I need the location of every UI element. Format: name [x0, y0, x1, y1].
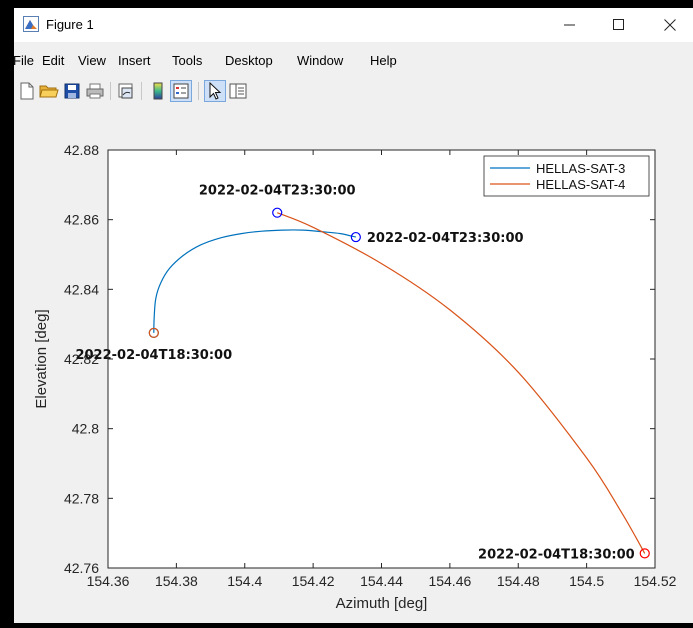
datatip-label: 2022-02-04T23:30:00 — [367, 231, 524, 246]
save-icon[interactable] — [61, 80, 83, 102]
y-tick-label: 42.88 — [64, 142, 99, 158]
datatip-label: 2022-02-04T18:30:00 — [478, 547, 635, 562]
menu-tools[interactable]: Tools — [172, 53, 203, 68]
x-tick-label: 154.4 — [227, 573, 262, 589]
open-file-icon[interactable] — [38, 80, 60, 102]
x-tick-label: 154.36 — [87, 573, 130, 589]
y-tick-label: 42.84 — [64, 281, 99, 297]
data-marker[interactable] — [350, 231, 361, 243]
x-tick-label: 154.5 — [569, 573, 604, 589]
print-icon[interactable] — [84, 80, 106, 102]
x-tick-label: 154.52 — [634, 573, 677, 589]
menu-help[interactable]: Help — [370, 53, 397, 68]
y-axis-label: Elevation [deg] — [33, 309, 50, 408]
datatip-label: 2022-02-04T23:30:00 — [199, 184, 356, 199]
minimize-button[interactable] — [547, 8, 593, 42]
x-tick-label: 154.38 — [155, 573, 198, 589]
legend-entry-label: HELLAS-SAT-3 — [536, 161, 625, 176]
title-bar: Figure 1 — [14, 8, 693, 42]
plot-svg[interactable]: 154.36 154.38 154.4 154.42 154.44 154.46 154.4… — [14, 110, 693, 623]
y-tick-label: 42.8 — [72, 421, 99, 437]
menu-view[interactable]: View — [78, 53, 106, 68]
menu-desktop[interactable]: Desktop — [225, 53, 273, 68]
toolbar — [14, 78, 693, 108]
legend-entry-label: HELLAS-SAT-4 — [536, 177, 625, 192]
link-plot-icon[interactable] — [115, 80, 137, 102]
data-marker[interactable] — [148, 327, 159, 338]
menu-edit[interactable]: Edit — [42, 53, 65, 68]
pointer-icon[interactable] — [204, 80, 226, 102]
x-tick-label: 154.48 — [497, 573, 540, 589]
y-tick-label: 42.76 — [64, 560, 99, 576]
series-line-1[interactable] — [153, 229, 357, 333]
data-marker[interactable] — [639, 548, 650, 559]
x-tick-label: 154.42 — [292, 573, 335, 589]
toolbar-separator — [141, 82, 142, 100]
y-tick-label: 42.78 — [64, 490, 99, 506]
legend-icon[interactable] — [170, 80, 192, 102]
menu-file[interactable]: File — [13, 53, 34, 68]
toolbar-separator — [110, 82, 111, 100]
x-axis-label: Azimuth [deg] — [336, 595, 428, 612]
figure-window: Figure 1 File Edit View Insert Tools Des… — [13, 8, 693, 623]
datatip-label: 2022-02-04T18:30:00 — [75, 348, 232, 363]
axes-area[interactable] — [108, 150, 655, 568]
figure-canvas: 154.36 154.38 154.4 154.42 154.44 154.46 154.4… — [14, 110, 693, 623]
data-marker[interactable] — [272, 207, 283, 218]
menu-window[interactable]: Window — [297, 53, 344, 68]
matlab-figure-icon — [23, 16, 39, 32]
close-button[interactable] — [647, 8, 693, 42]
x-tick-label: 154.44 — [360, 573, 403, 589]
window-title: Figure 1 — [46, 17, 94, 32]
colorbar-icon[interactable] — [147, 80, 169, 102]
y-tick-label: 42.82 — [64, 351, 99, 367]
axes-frame — [107, 149, 656, 569]
menu-bar: File Edit View Insert Tools Desktop Wind… — [13, 50, 693, 72]
toolbar-separator — [198, 82, 199, 100]
y-tick-label: 42.86 — [64, 212, 99, 228]
new-figure-icon[interactable] — [16, 80, 38, 102]
x-tick-label: 154.46 — [428, 573, 471, 589]
legend-box — [483, 155, 650, 197]
menu-insert[interactable]: Insert — [118, 53, 151, 68]
series-line-2[interactable] — [276, 212, 646, 554]
maximize-button[interactable] — [596, 8, 642, 42]
property-editor-icon[interactable] — [227, 80, 249, 102]
